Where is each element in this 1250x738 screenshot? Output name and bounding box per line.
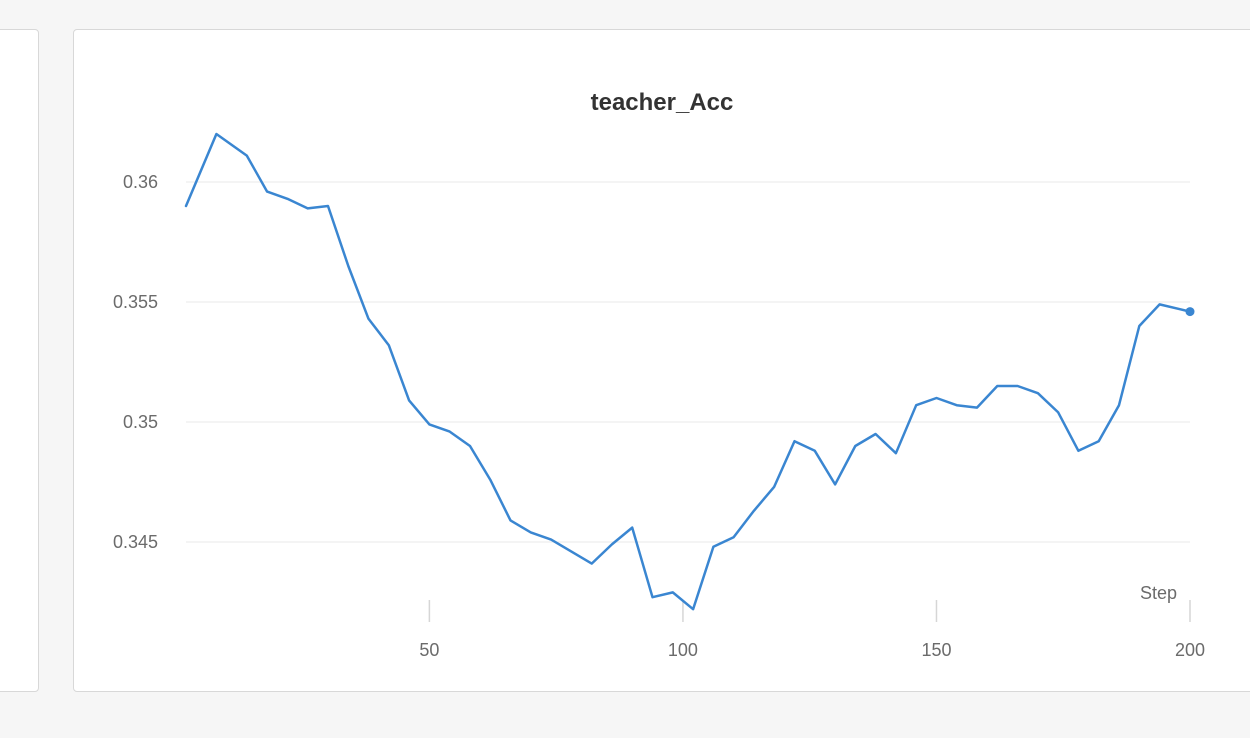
series-layer xyxy=(184,132,1195,611)
chart-panel[interactable] xyxy=(73,29,1250,692)
x-tick-label: 50 xyxy=(419,640,439,660)
x-axis-ticks xyxy=(428,600,1191,622)
x-axis-label: Step xyxy=(1140,583,1177,603)
chart-title: teacher_Acc xyxy=(590,89,734,116)
y-axis-tick-labels: 0.345 0.35 0.355 0.36 xyxy=(113,172,158,552)
y-tick-label: 0.36 xyxy=(123,172,158,192)
adjacent-chart-panel xyxy=(0,29,39,692)
grid-lines xyxy=(186,181,1190,543)
x-tick-label: 200 xyxy=(1175,640,1205,660)
y-tick-label: 0.35 xyxy=(123,412,158,432)
x-tick-label: 100 xyxy=(668,640,698,660)
x-axis-tick-labels: 50 100 150 200 xyxy=(419,640,1205,660)
y-tick-label: 0.355 xyxy=(113,292,158,312)
y-tick-label: 0.345 xyxy=(113,532,158,552)
series-line[interactable] xyxy=(184,132,1192,611)
x-tick-label: 150 xyxy=(921,640,951,660)
last-point-marker[interactable] xyxy=(1185,307,1195,317)
